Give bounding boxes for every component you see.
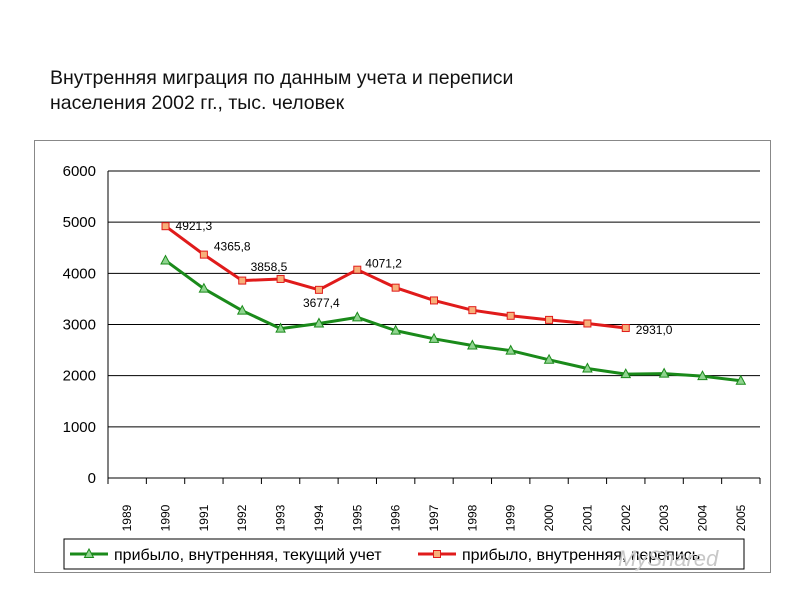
data-point bbox=[467, 339, 478, 350]
data-point bbox=[390, 324, 401, 335]
legend-label-2: прибыло, внутренняя, перепись bbox=[462, 547, 700, 564]
data-point bbox=[314, 285, 323, 294]
data-point bbox=[543, 353, 555, 364]
y-tick-label: 3000 bbox=[63, 317, 96, 334]
x-tick-label: 2005 bbox=[734, 504, 748, 531]
legend: прибыло, внутренняя, текущий учет прибыло… bbox=[63, 538, 745, 570]
x-tick-label: 1991 bbox=[197, 504, 211, 531]
x-axis: 1989 1990 1991 1992 1993 1994 1995 1996 1997 1998… bbox=[107, 477, 761, 531]
data-point bbox=[160, 254, 171, 265]
data-point bbox=[621, 324, 630, 333]
x-tick-label: 2000 bbox=[542, 504, 556, 531]
gridlines bbox=[108, 170, 760, 428]
x-tick-label: 1996 bbox=[389, 504, 403, 531]
data-point bbox=[353, 265, 362, 274]
x-tick-label: 1990 bbox=[159, 504, 173, 531]
y-tick-label: 2000 bbox=[63, 368, 96, 385]
data-point bbox=[161, 222, 170, 231]
y-tick-label: 0 bbox=[88, 470, 96, 487]
series-line-1 bbox=[164, 259, 742, 383]
data-point bbox=[430, 296, 438, 305]
x-tick-label: 1994 bbox=[312, 504, 326, 531]
legend-label-1: прибыло, внутренняя, текущий учет bbox=[114, 547, 382, 564]
data-label: 4921,3 bbox=[176, 219, 213, 233]
data-point bbox=[468, 306, 477, 315]
data-point bbox=[583, 319, 592, 328]
data-point bbox=[545, 315, 554, 324]
x-tick-label: 2003 bbox=[657, 504, 671, 531]
x-tick-label: 1999 bbox=[504, 504, 518, 531]
y-axis: 0 1000 2000 3000 4000 5000 6000 bbox=[63, 163, 109, 487]
title-line-2: населения 2002 гг., тыс. человек bbox=[50, 92, 345, 114]
data-point bbox=[697, 370, 708, 381]
y-tick-label: 4000 bbox=[63, 265, 96, 282]
data-label: 2931,0 bbox=[636, 323, 673, 337]
x-tick-label: 1995 bbox=[350, 504, 364, 531]
data-point bbox=[276, 274, 285, 283]
y-tick-label: 1000 bbox=[63, 419, 96, 436]
x-tick-label: 2004 bbox=[695, 504, 709, 531]
data-point bbox=[236, 304, 248, 315]
y-tick-label: 6000 bbox=[63, 163, 96, 180]
data-point bbox=[313, 317, 325, 328]
data-label: 4365,8 bbox=[214, 240, 251, 254]
data-point bbox=[238, 276, 247, 285]
chart-title: Внутренняя миграция по данным учета и пе… bbox=[50, 66, 650, 116]
data-point bbox=[198, 282, 210, 293]
x-tick-label: 1998 bbox=[465, 504, 479, 531]
data-point bbox=[351, 311, 363, 322]
watermark-text: MyShared bbox=[618, 546, 719, 571]
x-tick-label: 1989 bbox=[120, 504, 134, 531]
x-tick-label: 1997 bbox=[427, 504, 441, 531]
legend-box bbox=[63, 538, 745, 570]
x-tick-label: 2002 bbox=[619, 504, 633, 531]
data-point bbox=[735, 374, 747, 385]
data-point bbox=[275, 322, 286, 333]
data-point bbox=[620, 368, 632, 379]
series-lines bbox=[160, 222, 747, 385]
data-point bbox=[391, 283, 400, 292]
data-point bbox=[658, 367, 670, 378]
y-tick-label: 5000 bbox=[63, 214, 96, 231]
chart-frame bbox=[34, 140, 771, 573]
legend-marker bbox=[433, 550, 441, 558]
data-point bbox=[199, 250, 208, 259]
x-tick-label: 1993 bbox=[274, 504, 288, 531]
data-label: 4071,2 bbox=[365, 257, 402, 271]
data-point bbox=[505, 344, 517, 355]
x-tick-label: 2001 bbox=[580, 504, 594, 531]
x-tick-label: 1992 bbox=[235, 504, 249, 531]
data-point bbox=[506, 311, 515, 320]
data-label: 3858,5 bbox=[251, 260, 288, 274]
legend-marker bbox=[83, 547, 95, 558]
title-line-1: Внутренняя миграция по данным учета и пе… bbox=[50, 67, 514, 89]
data-label: 3677,4 bbox=[303, 296, 340, 310]
data-point bbox=[428, 332, 440, 343]
data-point bbox=[582, 362, 593, 373]
